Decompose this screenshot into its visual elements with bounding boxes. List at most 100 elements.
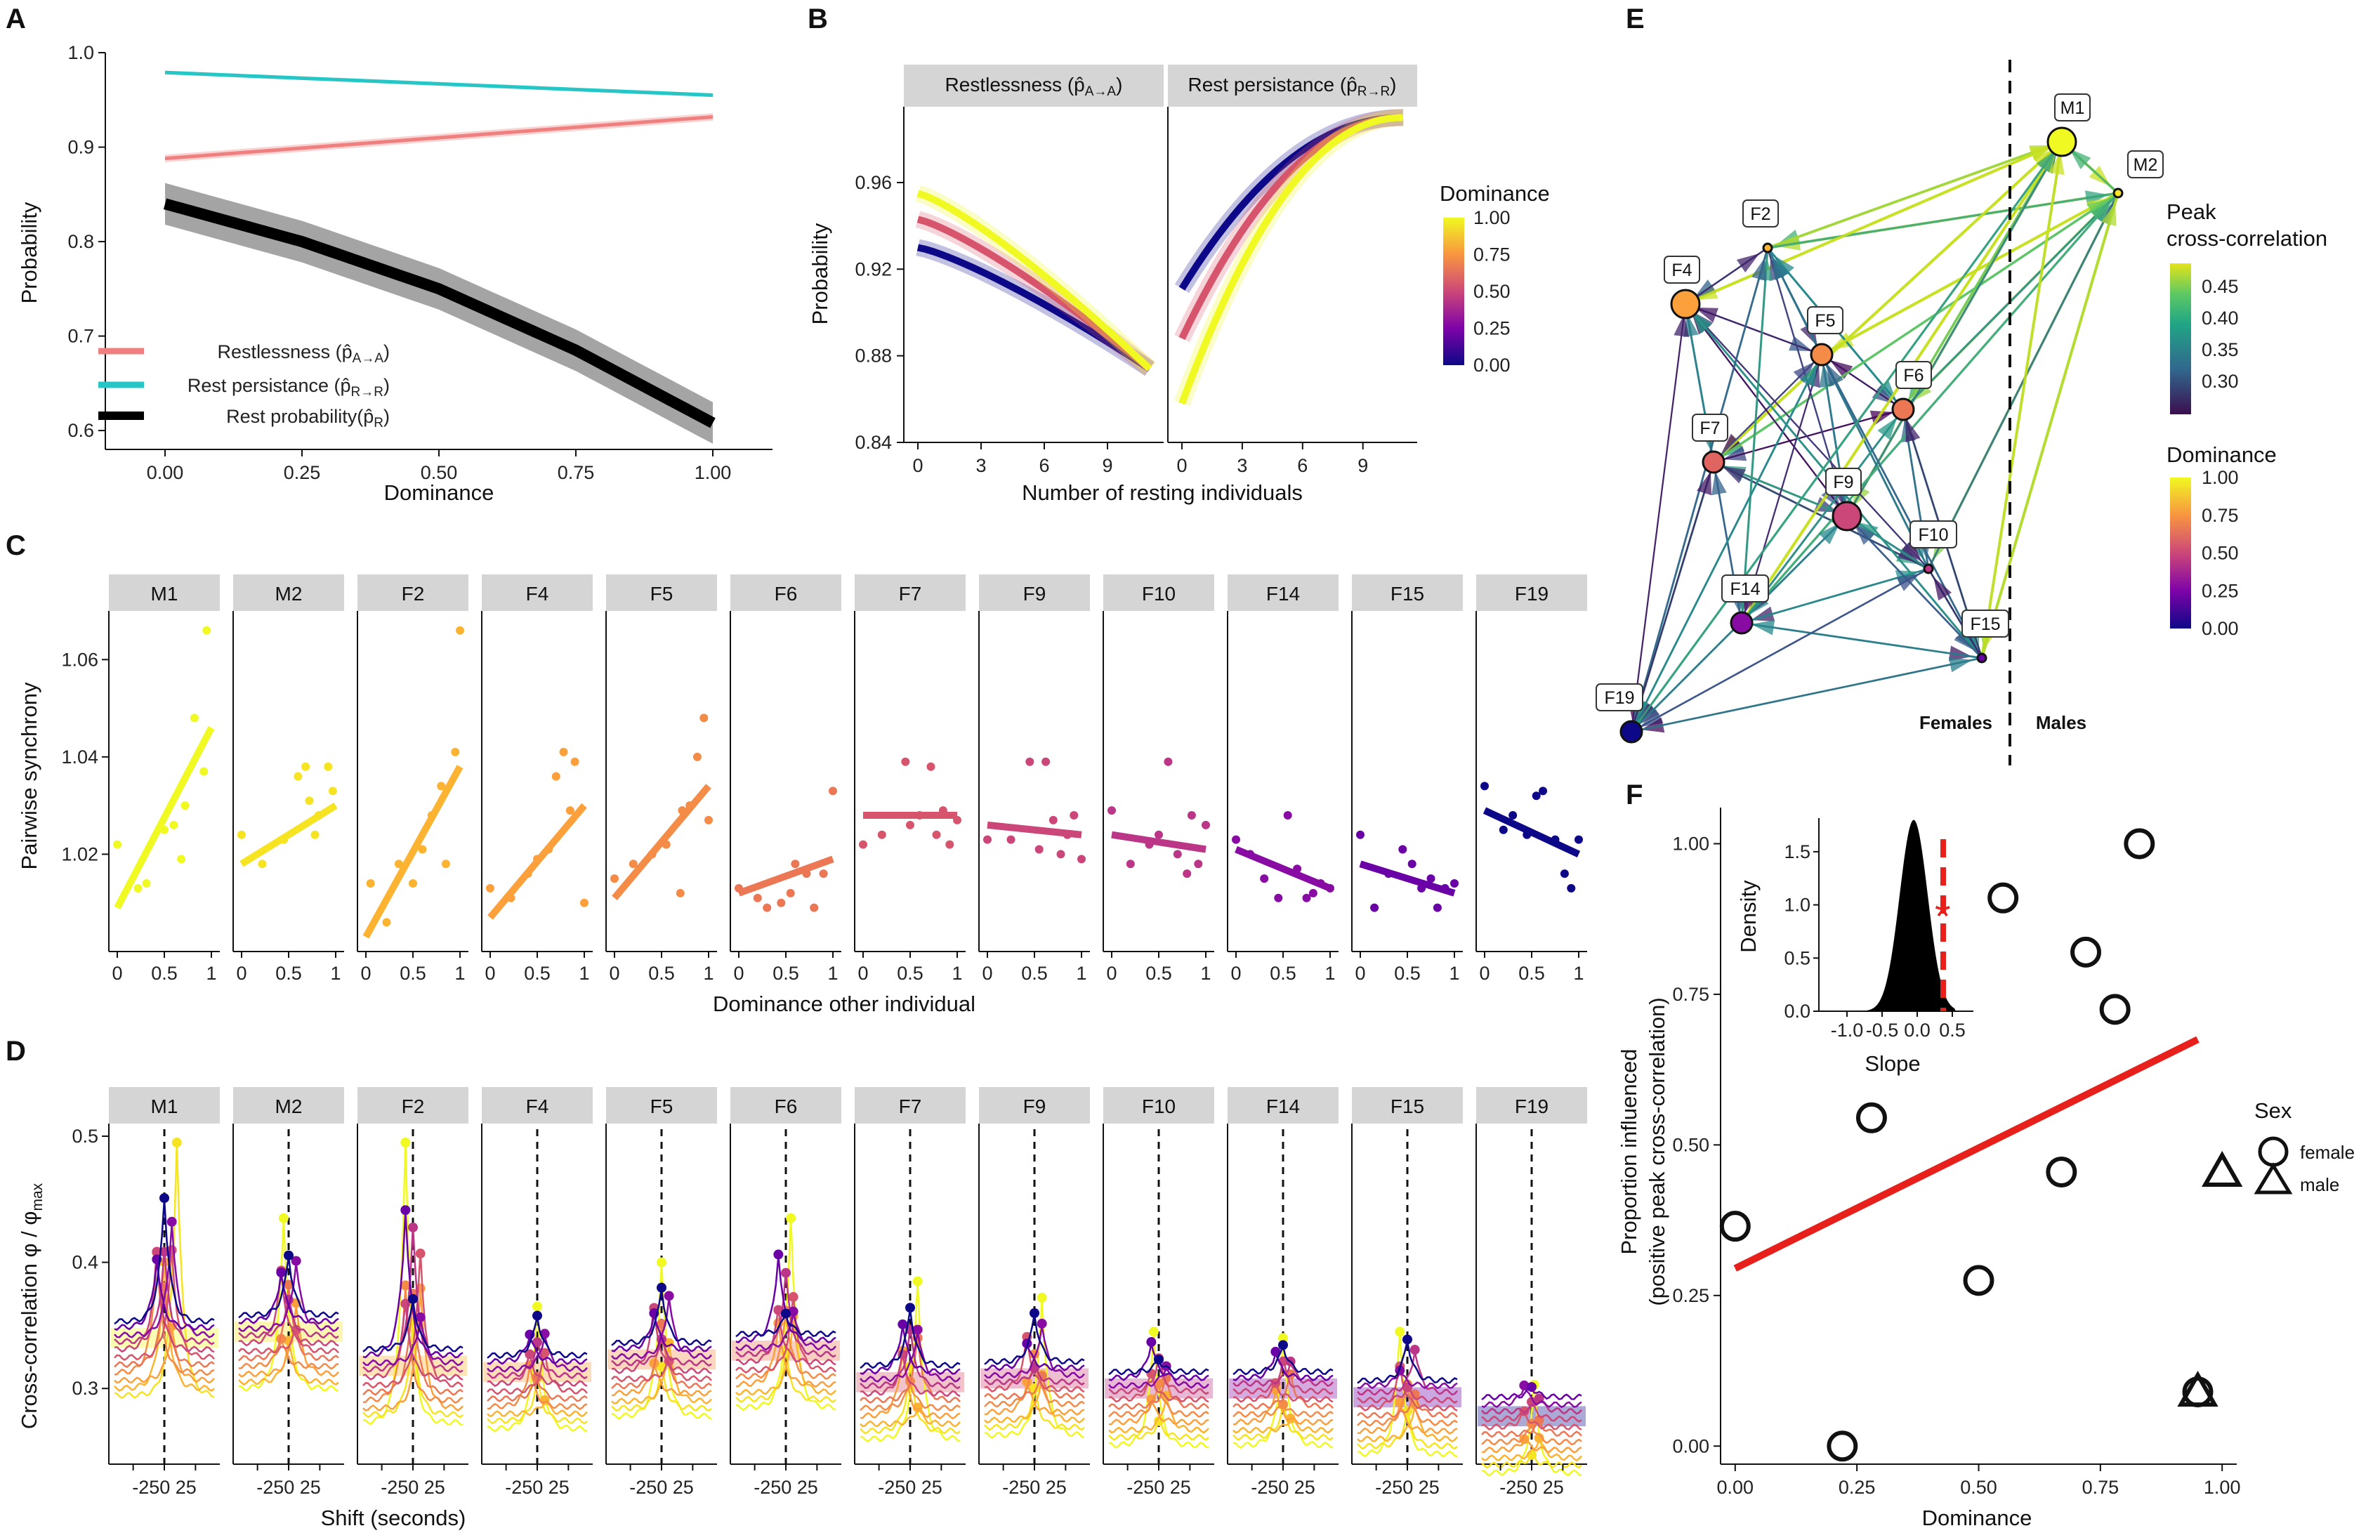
f-inset-ticks: -1.0 -0.5 0.0 0.50.00.51.01.5: [1784, 841, 1965, 1041]
a-line-rest-persistance: [164, 70, 714, 98]
c-xtick-label: 0.5: [897, 963, 923, 984]
f-point-female: [2124, 828, 2155, 860]
e-node-label-box: [1807, 306, 1843, 334]
f-inset-xtick-label: -1.0: [1831, 1020, 1864, 1041]
f-inset-ytick-label: 1.0: [1784, 895, 1810, 916]
b-colorbar: [1443, 218, 1464, 365]
panel-letter-e: E: [1626, 4, 1645, 34]
d-curve: [611, 1315, 712, 1353]
a-legend: Restlessness (p̂A→A) Rest persistance (p…: [98, 341, 390, 430]
c-xtick-label: 1: [827, 963, 838, 984]
d-curve: [114, 1223, 215, 1338]
c-point: [486, 883, 494, 893]
c-point: [938, 806, 947, 815]
c-xtick-label: 0: [733, 963, 744, 984]
e-edge: [1713, 409, 1904, 463]
d-peak-point: [1395, 1327, 1405, 1337]
d-facet-f7: F7 -250 25: [854, 1087, 966, 1498]
c-facet-m2: M2 0 0.5 1: [232, 574, 344, 984]
c-ytick-label: 1.02: [61, 843, 98, 864]
d-curve: [238, 1324, 339, 1355]
c-point: [160, 825, 169, 834]
b-legend-tick: 1.00: [1473, 207, 1511, 228]
d-curve: [1481, 1416, 1582, 1438]
b-line-dom-1: [916, 190, 1152, 371]
e-arrowhead: [1751, 619, 1775, 636]
c-point: [932, 830, 941, 839]
d-ytick-label: 0.3: [72, 1378, 98, 1399]
d-peak-point: [1402, 1334, 1412, 1345]
b-ytick-label: 0.96: [855, 172, 892, 193]
e-node-label-box: [1596, 683, 1643, 711]
f-marks: [1719, 828, 2243, 1462]
d-peak-point: [912, 1324, 923, 1335]
e-arrowhead: [1722, 466, 1747, 484]
c-point: [819, 869, 828, 878]
e-arrowhead: [1814, 496, 1839, 513]
e-legend1-title-2: cross-correlation: [2167, 226, 2327, 251]
d-curve: [1108, 1398, 1209, 1426]
d-curve: [487, 1334, 588, 1365]
d-peak-point: [415, 1312, 426, 1322]
e-arrowhead: [1853, 523, 1875, 545]
d-curve: [1232, 1372, 1334, 1410]
c-point: [1194, 860, 1203, 869]
d-curve: [362, 1211, 463, 1359]
e-arrowhead: [1674, 313, 1690, 338]
e-edge: [1846, 515, 1983, 659]
e-arrowhead: [2091, 200, 2112, 223]
d-peak-point: [166, 1216, 177, 1227]
d-curve: [487, 1350, 588, 1395]
d-strip-m1: [109, 1087, 220, 1124]
c-facet-f15: F15 0 0.5 1: [1351, 574, 1463, 984]
d-facet-f9: F9 -250 25: [978, 1087, 1090, 1498]
c-xtick-label: 1: [1324, 963, 1335, 984]
d-curve: [860, 1407, 961, 1428]
c-xtick-label: 1: [1200, 963, 1211, 984]
e-node-label-box: [1961, 610, 2009, 638]
c-ytick-label: 1.04: [61, 746, 98, 768]
e-node-label: F4: [1671, 261, 1692, 280]
e-edge: [1740, 192, 2119, 624]
c-point: [1048, 815, 1058, 824]
c-xlabel: Dominance other individual: [713, 992, 975, 1016]
c-point: [926, 762, 935, 771]
e-edge: [1630, 303, 1687, 732]
c-facet-f7: F7 0 0.5 1: [854, 574, 966, 984]
e-arrowhead: [1826, 363, 1844, 387]
c-facet-f2: F2 0 0.5 1: [357, 574, 468, 984]
c-point: [692, 752, 702, 761]
c-fit-line: [737, 855, 834, 897]
d-curve: [984, 1298, 1085, 1439]
c-xtick-label: 0: [236, 963, 246, 984]
d-peak-point: [912, 1276, 923, 1286]
e-edge: [1631, 567, 1929, 733]
e-arrowhead: [1773, 255, 1794, 278]
b-xtick-label: 0: [1176, 455, 1187, 476]
b-xtick-label: 3: [975, 455, 986, 476]
d-curve: [114, 1327, 215, 1384]
c-point: [1260, 874, 1269, 883]
b-ytick-label: 0.88: [855, 345, 892, 367]
f-legend-female-key: [2258, 1136, 2289, 1167]
f-point-female: [1855, 1102, 1887, 1133]
c-point: [1155, 830, 1163, 839]
f-ytick-label: 0.75: [1672, 984, 1709, 1005]
c-strip-f15: [1352, 574, 1463, 611]
d-peak-point: [400, 1205, 411, 1216]
e-node-label: F15: [1970, 614, 2000, 634]
c-point: [366, 879, 375, 888]
d-curve: [1481, 1386, 1582, 1409]
d-peak-point: [284, 1250, 294, 1261]
f-point-female: [1963, 1265, 1994, 1296]
d-curve: [1232, 1378, 1334, 1403]
d-curve: [735, 1308, 836, 1366]
d-xtick-label: -250 25: [505, 1477, 570, 1498]
c-point: [786, 888, 795, 897]
e-node-label-box: [2054, 93, 2091, 121]
c-point: [1532, 791, 1541, 801]
d-xtick-label: -250 25: [754, 1477, 818, 1498]
panel-c: C M1 0 0.5 1 M2 0 0.5 1 F2 0 0.5 1 F4 0 0.5 1 F5 0 0.5 1 F6 0…: [6, 530, 1587, 1016]
c-point: [1426, 874, 1435, 883]
c-point: [1574, 835, 1583, 844]
